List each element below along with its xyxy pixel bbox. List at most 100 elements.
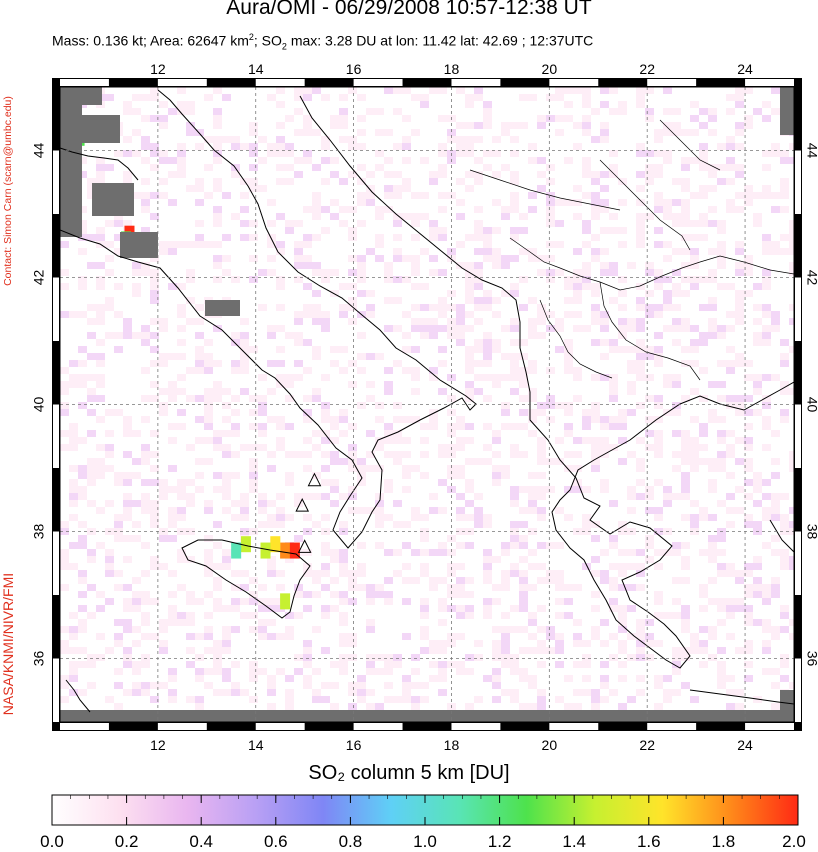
so2-pixel (294, 220, 303, 227)
so2-pixel (375, 514, 384, 521)
so2-pixel (429, 661, 438, 668)
so2-pixel (321, 136, 330, 143)
so2-pixel (213, 143, 222, 150)
so2-pixel (618, 458, 627, 465)
so2-pixel (267, 241, 276, 248)
so2-pixel (744, 444, 753, 451)
so2-pixel (357, 458, 366, 465)
so2-pixel (492, 556, 501, 563)
so2-pixel (681, 563, 690, 570)
so2-pixel (519, 486, 528, 493)
so2-pixel (384, 192, 393, 199)
so2-pixel (519, 353, 528, 360)
so2-pixel (321, 276, 330, 283)
so2-pixel (681, 185, 690, 192)
so2-pixel (267, 255, 276, 262)
so2-pixel (564, 115, 573, 122)
so2-pixel (600, 136, 609, 143)
so2-pixel (483, 150, 492, 157)
so2-pixel (600, 185, 609, 192)
so2-pixel (276, 577, 285, 584)
so2-pixel (159, 535, 168, 542)
so2-pixel (123, 479, 132, 486)
so2-pixel (141, 339, 150, 346)
so2-pixel (528, 416, 537, 423)
so2-pixel (762, 241, 771, 248)
so2-pixel (573, 640, 582, 647)
so2-pixel (528, 507, 537, 514)
so2-pixel (762, 395, 771, 402)
so2-pixel (771, 430, 780, 437)
so2-pixel (213, 486, 222, 493)
colorbar-tick-label: 1.2 (487, 832, 512, 851)
so2-pixel (600, 675, 609, 682)
so2-pixel (528, 255, 537, 262)
so2-pixel (564, 297, 573, 304)
so2-pixel (636, 94, 645, 101)
so2-pixel (213, 241, 222, 248)
so2-pixel (726, 199, 735, 206)
so2-pixel (87, 556, 96, 563)
so2-pixel (564, 598, 573, 605)
so2-pixel (330, 234, 339, 241)
so2-pixel (132, 689, 141, 696)
so2-pixel (546, 626, 555, 633)
so2-pixel (69, 633, 78, 640)
colorbar-tick-label: 1.8 (711, 832, 736, 851)
so2-pixel (294, 360, 303, 367)
so2-pixel (591, 290, 600, 297)
so2-pixel (105, 262, 114, 269)
so2-pixel (546, 570, 555, 577)
so2-pixel (555, 94, 564, 101)
so2-pixel (681, 605, 690, 612)
so2-pixel (537, 185, 546, 192)
so2-pixel (195, 654, 204, 661)
so2-pixel (555, 325, 564, 332)
so2-pixel (618, 682, 627, 689)
so2-pixel (177, 507, 186, 514)
frame-segment (157, 723, 207, 730)
so2-pixel (195, 178, 204, 185)
so2-pixel (753, 220, 762, 227)
so2-pixel (645, 430, 654, 437)
so2-pixel (654, 444, 663, 451)
so2-pixel (141, 206, 150, 213)
so2-pixel (573, 199, 582, 206)
so2-pixel (483, 458, 492, 465)
so2-pixel (438, 640, 447, 647)
so2-pixel (159, 423, 168, 430)
so2-pixel (753, 521, 762, 528)
so2-pixel (645, 290, 654, 297)
so2-pixel (204, 367, 213, 374)
so2-pixel (141, 395, 150, 402)
so2-pixel (285, 633, 294, 640)
so2-pixel (393, 325, 402, 332)
so2-pixel (411, 507, 420, 514)
so2-pixel (519, 542, 528, 549)
so2-pixel (717, 430, 726, 437)
so2-pixel (69, 689, 78, 696)
so2-pixel (267, 451, 276, 458)
so2-pixel (141, 542, 150, 549)
so2-pixel (591, 297, 600, 304)
so2-pixel (735, 87, 744, 94)
so2-pixel (690, 500, 699, 507)
so2-pixel (501, 388, 510, 395)
so2-pixel (654, 192, 663, 199)
so2-pixel (591, 605, 600, 612)
so2-pixel (78, 220, 87, 227)
so2-pixel (150, 297, 159, 304)
so2-pixel (456, 339, 465, 346)
so2-pixel (330, 605, 339, 612)
so2-pixel (96, 262, 105, 269)
so2-pixel (114, 633, 123, 640)
so2-pixel (654, 479, 663, 486)
so2-pixel (141, 451, 150, 458)
so2-pixel (222, 262, 231, 269)
so2-pixel (744, 437, 753, 444)
so2-pixel (285, 381, 294, 388)
so2-pixel (303, 563, 312, 570)
so2-pixel (213, 472, 222, 479)
so2-pixel (690, 696, 699, 703)
so2-pixel (411, 220, 420, 227)
